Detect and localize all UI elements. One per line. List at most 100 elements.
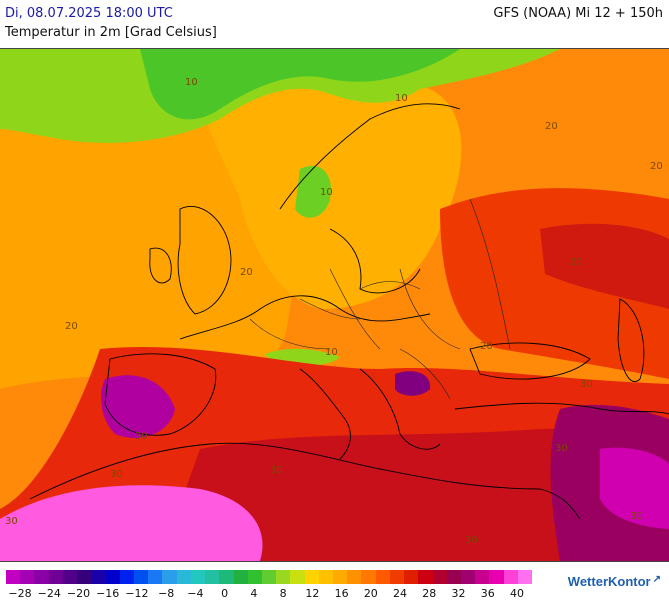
contour-label: 10 [320, 187, 333, 198]
coast-ireland [149, 247, 172, 284]
coast-norway [279, 103, 461, 210]
legend-swatch [304, 570, 319, 584]
legend-swatch [62, 570, 78, 584]
legend-swatch [418, 570, 433, 584]
forecast-datetime: Di, 08.07.2025 18:00 UTC [5, 6, 173, 21]
legend-swatch [190, 570, 206, 584]
coast-iberia [104, 353, 217, 436]
legend-tick-label: 16 [334, 587, 349, 600]
legend-tick-label: 40 [510, 587, 524, 600]
legend-swatch [34, 570, 49, 584]
legend-tick-label: 36 [480, 587, 495, 600]
legend-swatch [347, 570, 362, 584]
field-magenta-iberia [101, 375, 175, 438]
legend-swatch [446, 570, 461, 584]
legend-swatch [162, 570, 177, 584]
border-7 [469, 198, 511, 350]
legend-tick-label: −16 [96, 587, 120, 600]
legend-tick-label: 4 [250, 587, 258, 600]
legend-swatch [503, 570, 518, 584]
contour-label: 30 [465, 535, 478, 546]
contour-label: 20 [240, 267, 253, 278]
contour-labels: 10 10 10 10 20 20 20 20 20 20 30 30 30 3… [5, 77, 663, 546]
legend-swatch [461, 570, 476, 584]
legend-swatch [6, 570, 21, 584]
borders [249, 198, 511, 400]
model-run-label: GFS (NOAA) Mi 12 + 150h [493, 6, 663, 21]
legend-swatch [389, 570, 405, 584]
field-green-north [0, 49, 560, 143]
color-scale-ticks: −28 −24 −20 −16 −12 −8 −4 0 4 8 12 16 20 24 28 32 36 40 [0, 587, 560, 600]
border-1 [249, 318, 331, 350]
legend-tick-label: −12 [125, 587, 149, 600]
color-scale-legend [6, 570, 533, 584]
legend-swatch [148, 570, 163, 584]
legend-tick-label: 24 [393, 587, 408, 600]
field-pink-sahara [0, 485, 263, 561]
legend-tick-label: 32 [451, 587, 466, 600]
map-canvas: 10 10 10 10 20 20 20 20 20 20 30 30 30 3… [0, 49, 669, 561]
contour-label: 30 [580, 379, 593, 390]
legend-swatch [48, 570, 63, 584]
legend-swatch [247, 570, 262, 584]
legend-tick-label: −4 [187, 587, 204, 600]
legend-swatch [91, 570, 106, 584]
coast-italy [299, 368, 351, 460]
contour-label: 10 [325, 347, 338, 358]
coast-caspian [617, 298, 645, 382]
legend-swatch [375, 570, 390, 584]
brand-name: WetterKontor [567, 574, 651, 589]
logo-arrow-icon: ↗ [652, 574, 661, 585]
legend-tick-label: 20 [363, 587, 378, 600]
field-purple-balkans [395, 371, 431, 396]
legend-swatch [133, 570, 149, 584]
contour-label: 10 [395, 93, 408, 104]
contour-label: 30 [630, 511, 643, 522]
variable-label: Temperatur in 2m [Grad Celsius] [5, 25, 217, 40]
legend-tick-label: 28 [422, 587, 437, 600]
coast-north-africa [29, 442, 581, 520]
field-darkred-africa [160, 428, 669, 561]
legend-swatch [475, 570, 490, 584]
coast-britain [177, 205, 232, 315]
legend-tick-label: 12 [305, 587, 320, 600]
contour-label: 30 [555, 443, 568, 454]
legend-swatch [105, 570, 120, 584]
border-4 [359, 281, 421, 290]
legend-swatch [233, 570, 248, 584]
contour-label: 30 [5, 516, 18, 527]
contour-label: 30 [270, 465, 283, 476]
field-deepred-east [540, 223, 669, 309]
legend-tick-label: 0 [221, 587, 229, 600]
legend-tick-label: −8 [158, 587, 175, 600]
legend-swatch [361, 570, 376, 584]
legend-swatch [489, 570, 504, 584]
contour-label: 30 [135, 431, 148, 442]
border-3 [399, 268, 461, 350]
contour-label: 20 [545, 121, 558, 132]
coast-balkans [359, 368, 441, 450]
legend-swatch [77, 570, 92, 584]
legend-swatch [119, 570, 134, 584]
legend-tick-label: 8 [279, 587, 287, 600]
legend-swatch [517, 570, 533, 584]
contour-label: 20 [65, 321, 78, 332]
legend-swatch [333, 570, 348, 584]
temperature-map: 10 10 10 10 20 20 20 20 20 20 30 30 30 3… [0, 48, 669, 562]
legend-swatch [219, 570, 234, 584]
border-2 [329, 268, 381, 350]
contour-label: 20 [570, 257, 583, 268]
legend-swatch [276, 570, 291, 584]
legend-swatch [432, 570, 447, 584]
border-6 [399, 348, 451, 400]
contour-label: 20 [650, 161, 663, 172]
legend-swatch [176, 570, 191, 584]
border-5 [299, 298, 361, 320]
legend-tick-label: −20 [66, 587, 91, 600]
legend-swatch [205, 570, 220, 584]
legend-tick-label: −24 [37, 587, 61, 600]
legend-swatch [261, 570, 277, 584]
brand-logo[interactable]: WetterKontor ↗ [568, 574, 661, 589]
coast-turkey [454, 402, 669, 415]
legend-swatch [404, 570, 419, 584]
